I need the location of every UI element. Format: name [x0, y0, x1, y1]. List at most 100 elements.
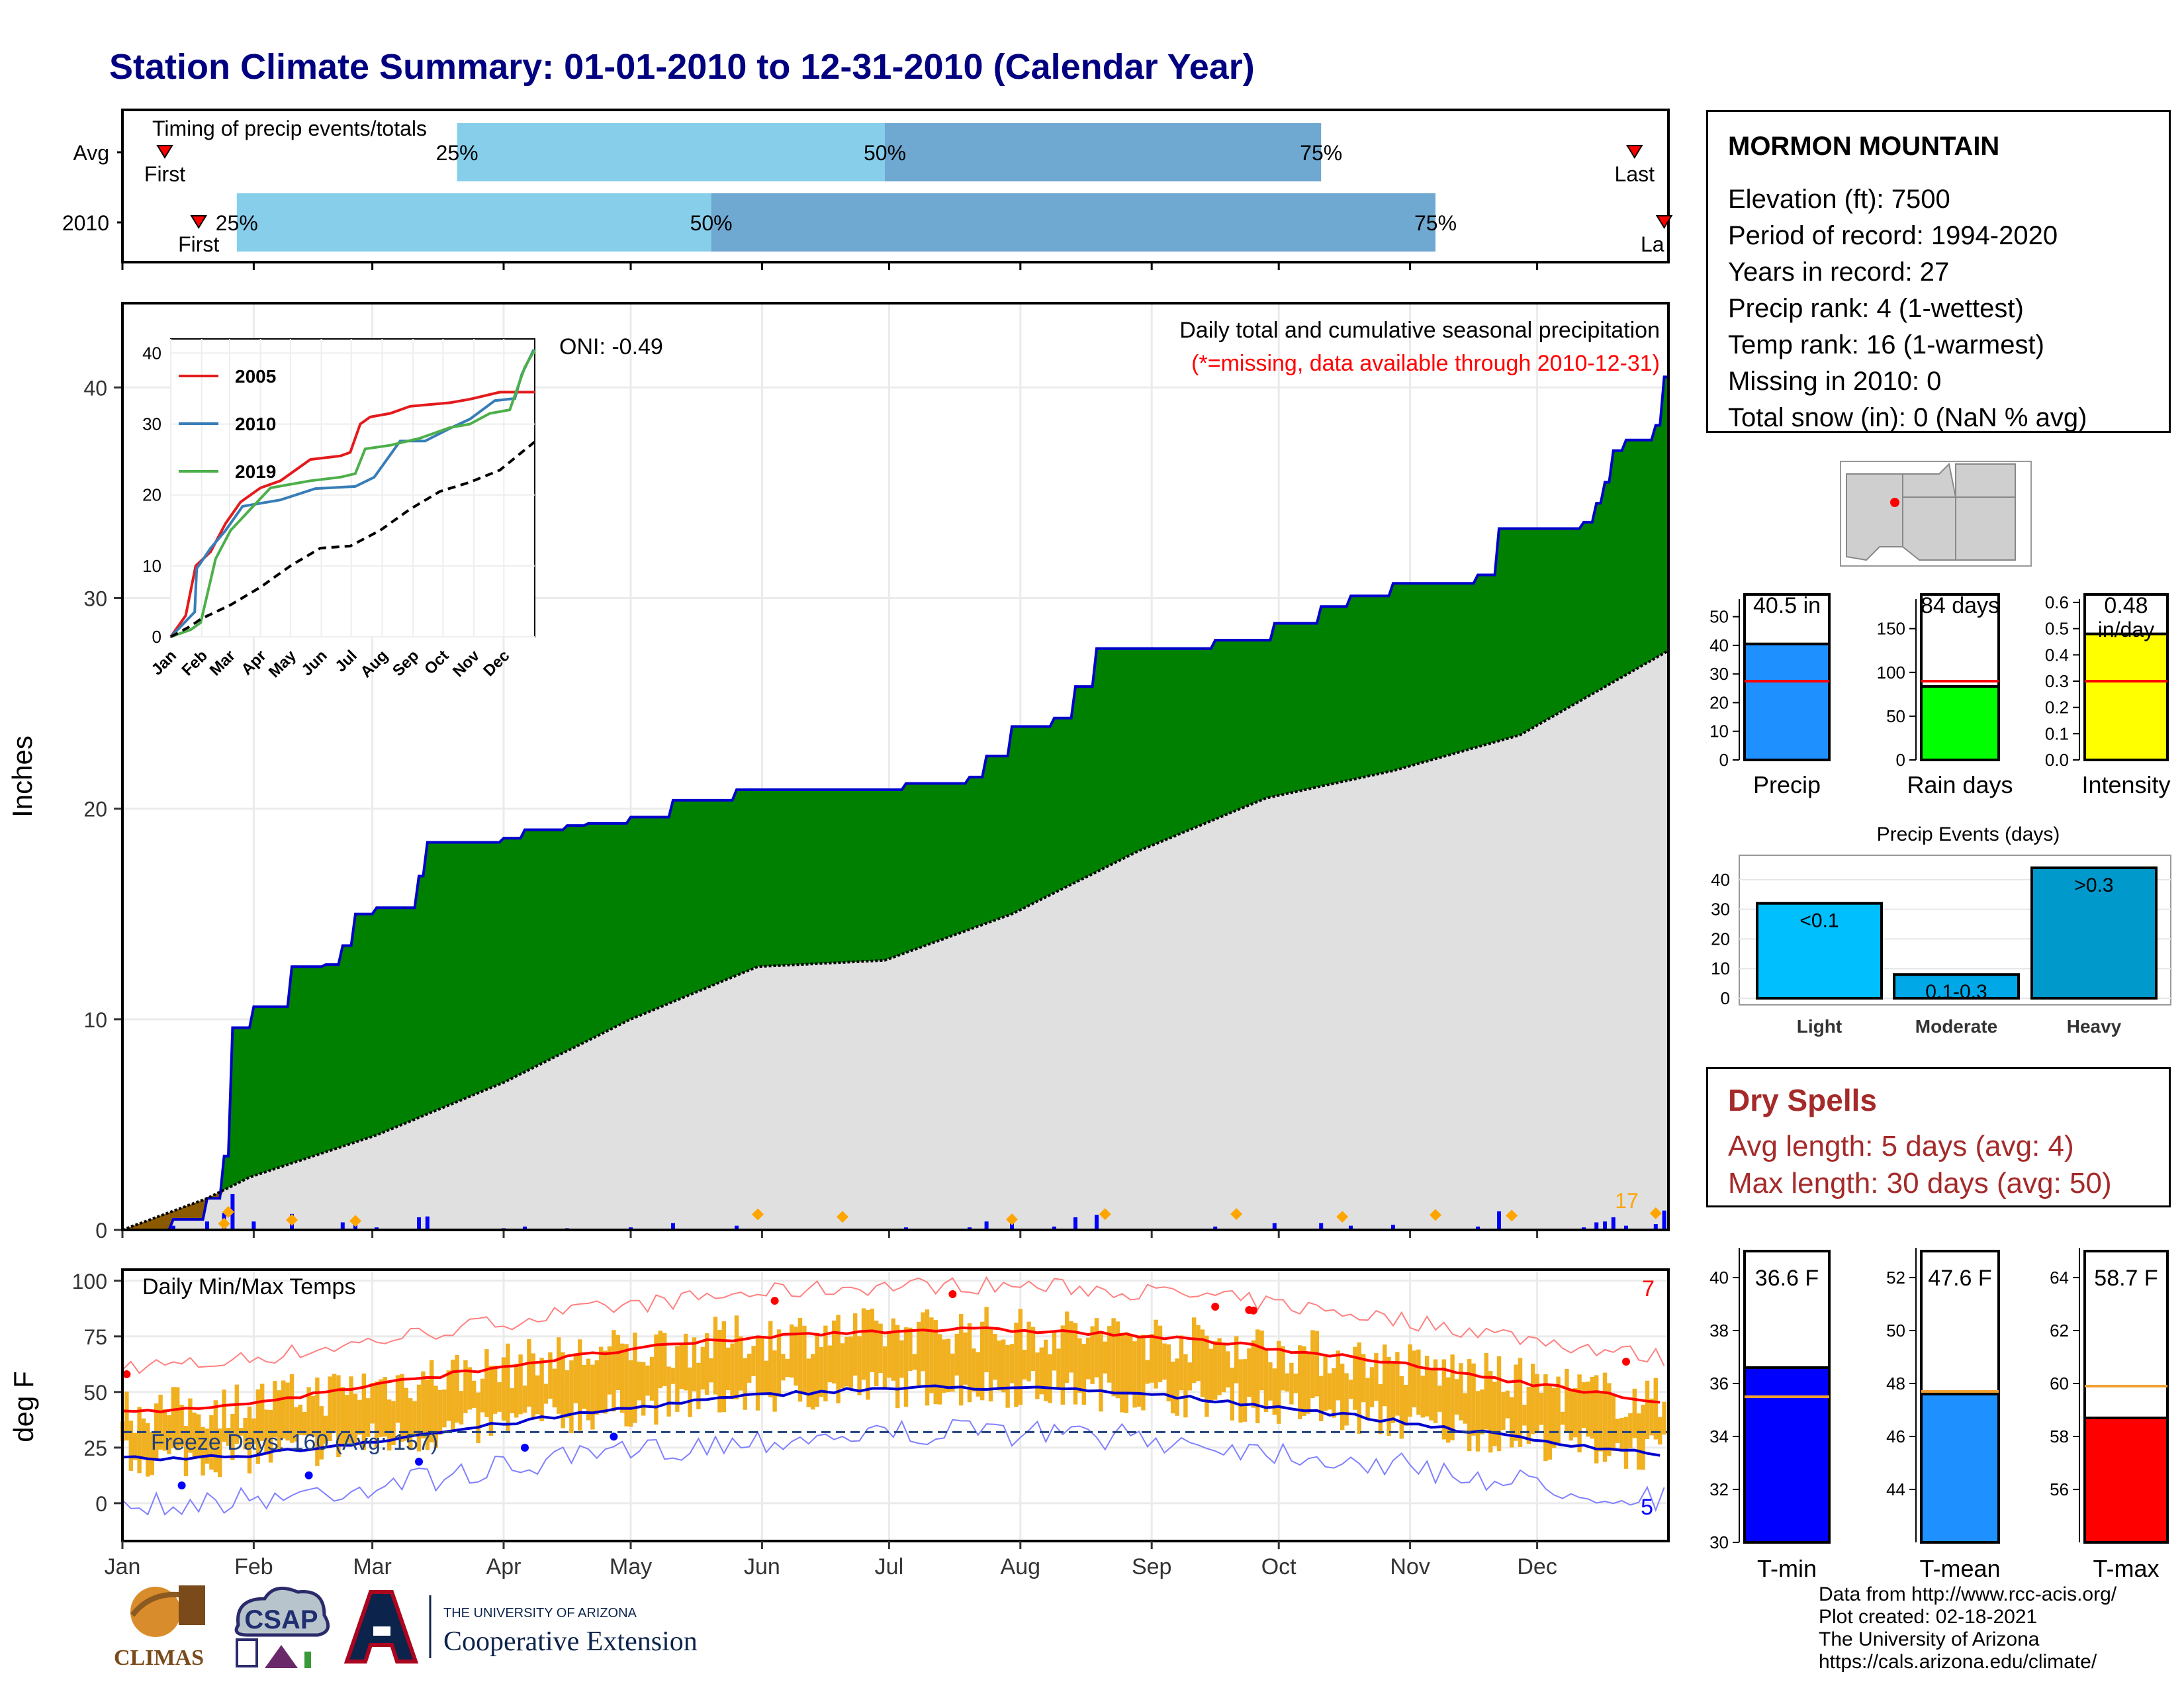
daily-temp-bar: [285, 1382, 290, 1441]
precip-panel: 0 10 20 30 40 Inches Daily total and cumulat…: [7, 302, 1670, 1243]
summary-bar-value-label: 40.5 in: [1753, 593, 1821, 618]
daily-temp-bar: [531, 1353, 535, 1417]
daily-precip-bar: [984, 1221, 989, 1230]
events-bar-heavy: [2030, 866, 2158, 1000]
summary-bar-name: Intensity: [2081, 771, 2170, 798]
precip-event-marker: [1430, 1209, 1441, 1221]
daily-temp-bar: [510, 1388, 514, 1413]
daily-temp-bar: [430, 1360, 434, 1442]
summary-ytick-label: 0: [1719, 750, 1729, 770]
daily-temp-bar: [535, 1375, 540, 1415]
timing-panel: 25% 50% 75% First Last Avg 25% 50% 75% First La 201…: [62, 109, 1673, 270]
daily-temp-bar: [1450, 1354, 1455, 1440]
daily-temp-bar: [1001, 1339, 1006, 1393]
dry-spells-max: Max length: 30 days (avg: 50): [1728, 1167, 2112, 1199]
events-ytick-label: 20: [1711, 929, 1730, 949]
daily-temp-bar: [679, 1343, 684, 1389]
dry-spells-avg: Avg length: 5 days (avg: 4): [1728, 1130, 2074, 1162]
daily-temp-bar: [179, 1405, 184, 1447]
daily-temp-bar: [760, 1338, 764, 1395]
logos: CLIMAS CSAP THE UNIVERSITY OF ARIZONA Co…: [114, 1585, 698, 1670]
daily-temp-bar: [594, 1360, 599, 1415]
daily-temp-bar: [836, 1315, 841, 1403]
tbar-ytick-label: 36: [1709, 1374, 1729, 1393]
inset-legend-label: 2005: [235, 366, 276, 387]
daily-temp-bar: [1662, 1401, 1666, 1435]
daily-temp-bar: [493, 1366, 498, 1414]
precip-event-marker: [1006, 1213, 1018, 1226]
daily-temp-bar: [1543, 1374, 1548, 1462]
daily-temp-bar: [1044, 1339, 1048, 1401]
daily-temp-bar: [1586, 1382, 1590, 1437]
daily-temp-bar: [870, 1308, 874, 1372]
month-label: Jan: [105, 1554, 141, 1579]
daily-temp-bar: [612, 1330, 616, 1412]
daily-temp-bar: [747, 1353, 752, 1383]
daily-temp-bar: [1111, 1318, 1116, 1397]
daily-precip-bar: [1073, 1217, 1077, 1230]
precip-ylabel: Inches: [7, 735, 38, 818]
daily-temp-bar: [412, 1401, 417, 1437]
daily-temp-bar: [768, 1321, 773, 1397]
tbar-ytick-label: 32: [1709, 1479, 1729, 1499]
daily-temp-bar: [451, 1359, 455, 1431]
daily-temp-bar: [1048, 1354, 1052, 1403]
inset-ytick-label: 30: [142, 414, 161, 434]
daily-temp-bar: [832, 1320, 837, 1383]
daily-temp-bar: [395, 1375, 400, 1423]
daily-temp-bar: [1166, 1344, 1171, 1401]
daily-temp-bar: [1090, 1326, 1095, 1384]
daily-temp-bar: [472, 1380, 477, 1408]
daily-temp-bar: [324, 1415, 328, 1444]
credit-data-source: Data from http://www.rcc-acis.org/: [1819, 1583, 2117, 1605]
timing-p50-label: 50%: [864, 141, 906, 165]
summary-ytick-label: 50: [1886, 706, 1905, 726]
daily-temp-bar: [806, 1358, 811, 1407]
events-bar-label: >0.3: [2074, 874, 2113, 896]
events-ytick-label: 0: [1721, 988, 1730, 1008]
ua-logo: THE UNIVERSITY OF ARIZONA Cooperative Ex…: [343, 1590, 698, 1664]
daily-temp-bar: [743, 1358, 747, 1410]
daily-temp-bar: [255, 1389, 260, 1464]
daily-temp-bar: [1196, 1325, 1201, 1382]
daily-temp-bar: [1454, 1379, 1459, 1415]
daily-temp-bar: [1192, 1317, 1197, 1383]
daily-temp-bar: [188, 1398, 193, 1453]
daily-temp-bar: [1187, 1362, 1192, 1391]
daily-temp-bar: [1408, 1344, 1412, 1417]
precip-events-title: Precip Events (days): [1877, 823, 2060, 845]
station-temp-rank: Temp rank: 16 (1-warmest): [1728, 330, 2044, 359]
timing-last-label: La: [1641, 232, 1664, 256]
cumulative-surplus-area: [122, 377, 1668, 1230]
daily-precip-bar: [1476, 1226, 1480, 1230]
daily-temp-bar: [484, 1349, 489, 1417]
summary-ytick-label: 20: [1709, 692, 1729, 712]
summary-ytick-label: 10: [1709, 722, 1729, 741]
events-ytick-label: 30: [1711, 900, 1730, 919]
daily-temp-bar: [1378, 1384, 1383, 1434]
credit-plot-created: Plot created: 02-18-2021: [1819, 1606, 2038, 1628]
month-label: Aug: [1001, 1554, 1041, 1579]
daily-temp-bar: [1039, 1347, 1044, 1395]
daily-temp-bar: [552, 1368, 557, 1408]
events-category-label: Heavy: [2067, 1016, 2122, 1037]
daily-temp-bar: [1492, 1382, 1497, 1446]
daily-temp-bar: [1005, 1344, 1010, 1408]
daily-temp-bar: [1628, 1413, 1633, 1448]
oni-value: ONI: -0.49: [559, 334, 663, 359]
daily-temp-bar: [912, 1354, 917, 1370]
temp-ytick-label: 25: [83, 1436, 107, 1460]
record-high-dot: [122, 1370, 131, 1378]
climas-text: CLIMAS: [114, 1646, 204, 1670]
daily-temp-bar: [1289, 1362, 1294, 1405]
daily-temp-bar: [501, 1357, 506, 1421]
daily-precip-bar: [340, 1222, 345, 1230]
daily-temp-bar: [400, 1374, 404, 1442]
events-category-label: Moderate: [1915, 1016, 1997, 1037]
hot-count: 7: [1642, 1276, 1655, 1301]
events-category-label: Light: [1797, 1016, 1842, 1037]
precip-ytick-label: 10: [83, 1008, 107, 1032]
daily-temp-bar: [688, 1367, 692, 1417]
daily-temp-bar: [328, 1376, 332, 1442]
daily-temp-bar: [1336, 1350, 1340, 1401]
